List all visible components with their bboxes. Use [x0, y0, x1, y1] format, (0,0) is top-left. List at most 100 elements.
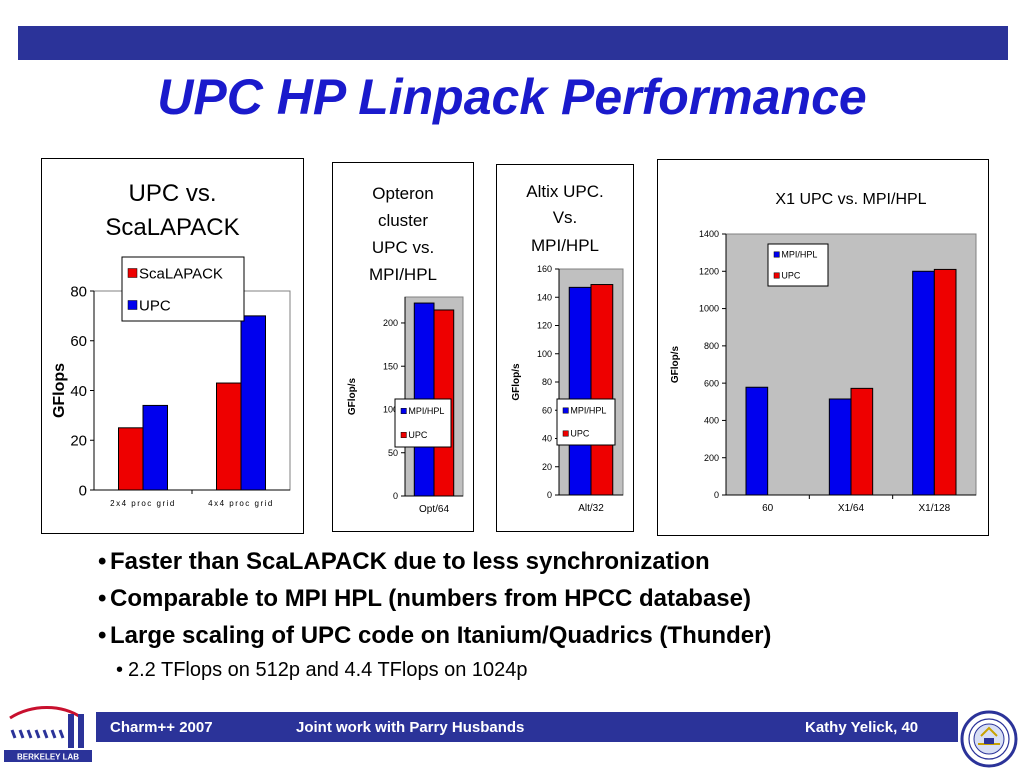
legend-swatch: [773, 251, 780, 258]
chart-title-line: Altix UPC.: [526, 182, 603, 201]
bullet-dot: •: [98, 585, 107, 612]
legend-swatch: [400, 432, 407, 438]
y-axis-label: GFlops: [51, 363, 68, 418]
bar-mpi-hpl: [745, 386, 769, 496]
legend-swatch: [127, 300, 138, 310]
legend-swatch: [773, 272, 780, 279]
chart-upc-vs-scalapack: UPC vs. ScaLAPACK 0 20 40 60 80 GFlops 2x4 proc …: [41, 158, 304, 534]
bar-upc: [240, 315, 266, 491]
y-tick-label: 1400: [699, 229, 719, 239]
chart-altix-svg: Altix UPC. Vs. MPI/HPL 0 20 40 60 80 100 120 140 16…: [511, 182, 624, 514]
chart-title-line: MPI/HPL: [531, 236, 599, 255]
university-seal-logo: [960, 710, 1018, 768]
y-tick-label: 0: [393, 491, 398, 501]
legend-label: UPC: [139, 297, 171, 314]
bullet-list: • Faster than ScaLAPACK due to less synch…: [98, 548, 998, 682]
legend-swatch: [127, 268, 138, 278]
y-tick-label: 40: [542, 434, 552, 444]
y-tick-label: 0: [714, 490, 719, 500]
y-tick-label: 80: [542, 377, 552, 387]
legend-label: UPC: [408, 430, 428, 440]
y-tick-label: 20: [542, 462, 552, 472]
bar-upc: [590, 284, 614, 496]
chart-upc-vs-scalapack-svg: UPC vs. ScaLAPACK 0 20 40 60 80 GFlops 2x4 proc …: [51, 180, 291, 508]
y-tick-label: 120: [537, 321, 552, 331]
y-tick-label: 1000: [699, 304, 719, 314]
sub-bullet-item: • 2.2 TFlops on 512p and 4.4 TFlops on 10…: [116, 659, 998, 682]
sub-bullet-text: 2.2 TFlops on 512p and 4.4 TFlops on 102…: [128, 659, 528, 681]
footer-right: Kathy Yelick, 40: [805, 719, 919, 736]
legend-label: UPC: [781, 271, 801, 281]
bar-scalapack: [118, 427, 144, 491]
x-category-label: Alt/32: [578, 503, 604, 514]
bullet-dot: •: [98, 622, 107, 649]
chart-title-line: cluster: [378, 211, 428, 230]
y-tick-label: 600: [704, 378, 719, 388]
legend-label: UPC: [570, 429, 590, 439]
chart-title-line: Opteron: [372, 184, 433, 203]
y-tick-label: 80: [70, 283, 87, 300]
legend-label: MPI/HPL: [408, 406, 444, 416]
bullet-text: Large scaling of UPC code on Itanium/Qua…: [110, 622, 772, 649]
legend-swatch: [400, 408, 407, 414]
logo-text: BERKELEY LAB: [17, 753, 79, 762]
footer-bar: [96, 712, 958, 742]
chart-title-line: X1 UPC vs. MPI/HPL: [775, 191, 926, 208]
y-tick-label: 800: [704, 341, 719, 351]
bullet-text: Faster than ScaLAPACK due to less synchr…: [110, 548, 710, 575]
chart-opteron: Opteron cluster UPC vs. MPI/HPL 0 50 100 150 200…: [332, 162, 474, 532]
legend-label: ScaLAPACK: [139, 265, 223, 282]
y-tick-label: 200: [383, 318, 398, 328]
y-tick-label: 140: [537, 292, 552, 302]
legend-label: MPI/HPL: [570, 406, 606, 416]
y-tick-label: 100: [537, 349, 552, 359]
legend-label: MPI/HPL: [781, 250, 817, 260]
bullet-text: Comparable to MPI HPL (numbers from HPCC…: [110, 585, 751, 612]
y-tick-label: 40: [70, 383, 87, 400]
y-tick-label: 20: [70, 433, 87, 450]
bar-upc: [142, 404, 168, 491]
chart-altix: Altix UPC. Vs. MPI/HPL 0 20 40 60 80 100 120 140 16…: [496, 164, 634, 532]
x-category-label: 4x4 proc grid: [208, 499, 274, 508]
legend-box: [767, 243, 829, 287]
chart-title-line: UPC vs.: [128, 180, 216, 207]
slide-title: UPC HP Linpack Performance: [157, 69, 867, 125]
bullet-item: • Comparable to MPI HPL (numbers from HPC…: [98, 585, 998, 613]
y-tick-label: 60: [542, 405, 552, 415]
y-tick-label: 100: [383, 405, 398, 415]
bullet-item: • Large scaling of UPC code on Itanium/Qu…: [98, 622, 998, 650]
y-axis-label: GFlop/s: [670, 345, 681, 383]
bar-mpi-hpl: [568, 286, 592, 496]
footer-center: Joint work with Parry Husbands: [296, 719, 525, 736]
chart-title-line: ScaLAPACK: [105, 214, 239, 241]
legend-swatch: [562, 430, 569, 437]
y-tick-label: 50: [388, 448, 398, 458]
chart-title-line: Vs.: [553, 208, 578, 227]
y-tick-label: 0: [79, 482, 87, 499]
x-category-label: 60: [762, 503, 774, 514]
top-banner: [18, 26, 1008, 60]
y-tick-label: 200: [704, 453, 719, 463]
y-tick-label: 160: [537, 264, 552, 274]
x-category-label: X1/128: [918, 503, 950, 514]
x-category-label: Opt/64: [419, 504, 449, 515]
bar-mpi-hpl: [912, 270, 935, 496]
berkeley-lab-logo: BERKELEY LAB: [4, 706, 92, 762]
y-tick-label: 400: [704, 416, 719, 426]
bullet-dot: •: [116, 659, 124, 681]
y-tick-label: 150: [383, 361, 398, 371]
legend-box: [556, 398, 616, 446]
legend-box: [394, 398, 452, 448]
chart-x1: X1 UPC vs. MPI/HPL 0 200 400 600 800 1000 1200 1…: [657, 159, 989, 536]
legend-box: [121, 256, 245, 322]
footer-left: Charm++ 2007: [110, 719, 213, 736]
chart-opteron-svg: Opteron cluster UPC vs. MPI/HPL 0 50 100 150 200…: [347, 184, 464, 515]
bar-mpi-hpl: [828, 398, 852, 496]
chart-x1-svg: X1 UPC vs. MPI/HPL 0 200 400 600 800 1000 1200 1…: [670, 191, 977, 514]
y-tick-label: 0: [547, 490, 552, 500]
chart-title-line: MPI/HPL: [369, 265, 437, 284]
bullet-item: • Faster than ScaLAPACK due to less synch…: [98, 548, 998, 576]
x-category-label: X1/64: [838, 503, 865, 514]
chart-title-line: UPC vs.: [372, 238, 434, 257]
bar-upc: [850, 387, 874, 496]
